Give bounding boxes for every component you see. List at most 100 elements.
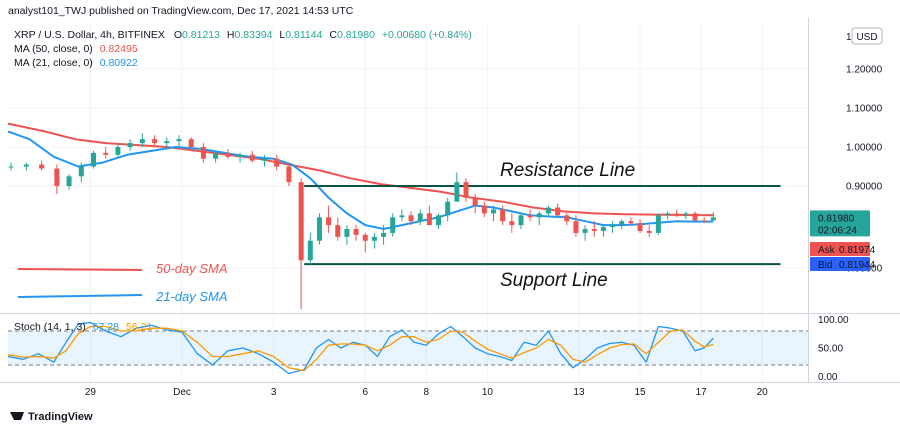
candle-body (536, 213, 542, 218)
time-tick-label: Dec (173, 387, 191, 398)
time-tick-label: 29 (85, 387, 97, 398)
candle-body (225, 152, 231, 157)
stoch-tick-label: 50.00 (818, 344, 843, 355)
candle-body (591, 229, 597, 231)
stoch-indicator: Stoch (14, 1, 3) 67.28 56.21 (14, 321, 152, 333)
candle-body (127, 143, 133, 147)
time-tick-label: 20 (757, 387, 769, 398)
currency-button[interactable]: USD (851, 27, 883, 45)
high-label: H (227, 29, 235, 41)
axis-layer: 1.200001.100001.000000.900000.690001.329… (85, 32, 883, 398)
candle-body (573, 221, 579, 233)
legend-swatch (17, 294, 143, 298)
candle-body (381, 232, 387, 237)
stoch-tick-label: 0.00 (818, 372, 838, 383)
price-tick-label: 1.00000 (846, 142, 883, 153)
candle-body (23, 164, 29, 167)
price-badge-label: Bid (818, 260, 832, 271)
stoch-layer (7, 321, 714, 375)
legend-label: 50-day SMA (156, 261, 228, 276)
candle-body (674, 213, 680, 216)
stoch-k-value: 67.28 (93, 321, 119, 333)
candle-body (188, 139, 194, 147)
candle-body (274, 158, 280, 167)
candle-body (261, 158, 267, 161)
candle-body (692, 213, 698, 221)
candle-body (103, 152, 109, 155)
candle-body (628, 221, 634, 224)
currency-label[interactable]: USD (856, 32, 877, 43)
price-tick-label: 1.20000 (846, 64, 883, 75)
time-tick-label: 10 (482, 387, 494, 398)
brand-name: TradingView (28, 411, 93, 423)
close-value: 0.81980 (337, 29, 375, 41)
candle-body (249, 154, 255, 161)
candle-body (637, 223, 643, 231)
candle-body (298, 182, 304, 261)
legend-label: 21-day SMA (155, 289, 228, 304)
time-tick-label: 6 (362, 387, 368, 398)
candle-body (200, 146, 206, 159)
tradingview-logo-icon (10, 412, 24, 420)
level-annotation: Resistance Line (500, 160, 635, 181)
candle-body (472, 197, 478, 206)
ma21-value: 0.80922 (100, 57, 138, 69)
price-badge-box (810, 210, 870, 237)
level-line-layer: Resistance Line Support Line 50-day SMA 21-… (17, 160, 781, 304)
candle-body (371, 236, 377, 241)
candle-body (665, 213, 671, 216)
candle-body (390, 217, 396, 233)
candle-body (710, 217, 716, 221)
candle-body (683, 213, 689, 216)
candle-body (39, 164, 45, 169)
stoch-d-value: 56.21 (126, 321, 152, 333)
candle-body (417, 213, 423, 222)
price-tick-label: 0.90000 (846, 182, 883, 193)
time-tick-label: 8 (424, 387, 430, 398)
symbol-title: XRP / U.S. Dollar, 4h, BITFINEX (14, 29, 165, 41)
candle-body (436, 215, 442, 226)
candle-body (527, 215, 533, 218)
publisher-line: analyst101_TWJ published on TradingView.… (8, 5, 354, 17)
symbol-line: XRP / U.S. Dollar, 4h, BITFINEX O0.81213… (14, 29, 472, 41)
candle-body (600, 227, 606, 231)
candle-body (176, 139, 182, 142)
candle-body (90, 152, 96, 167)
ma50-value: 0.82495 (100, 43, 138, 55)
high-value: 0.83394 (235, 29, 273, 41)
ma21-label: MA (21, close, 0) (14, 57, 93, 69)
open-value: 0.81213 (182, 29, 220, 41)
price-badge-value: 0.81974 (839, 245, 876, 256)
candle-body (237, 154, 243, 157)
stoch-band-layer (8, 330, 808, 366)
candle-body (582, 229, 588, 233)
candle-body (454, 182, 460, 202)
price-badge-label: Ask (818, 245, 836, 256)
open-label: O (174, 29, 182, 41)
candle-body (426, 213, 432, 226)
candle-body (152, 139, 158, 144)
candle-body (335, 225, 341, 237)
stoch-title: Stoch (14, 1, 3) (14, 321, 86, 333)
price-badge-timer: 02:06:24 (818, 225, 857, 236)
candle-body (408, 215, 414, 222)
ma50-indicator: MA (50, close, 0) 0.82495 (14, 43, 138, 55)
candle-body (564, 215, 570, 222)
legend-swatch (17, 268, 143, 271)
low-label: L (279, 29, 285, 41)
low-value: 0.81144 (285, 29, 322, 41)
candle-body (164, 141, 170, 144)
time-tick-label: 13 (573, 387, 585, 398)
candle-body (545, 207, 551, 214)
price-badge-value: 0.81944 (839, 260, 876, 271)
price-badge-value: 0.81980 (818, 213, 855, 224)
price-badge: Ask 0.81974 (810, 242, 876, 256)
ma21-indicator: MA (21, close, 0) 0.80922 (14, 57, 138, 69)
candle-body (353, 229, 359, 235)
stoch-tick-label: 100.00 (818, 315, 849, 326)
price-badge: Bid 0.81944 (810, 257, 876, 271)
stoch-d-line (7, 325, 714, 372)
